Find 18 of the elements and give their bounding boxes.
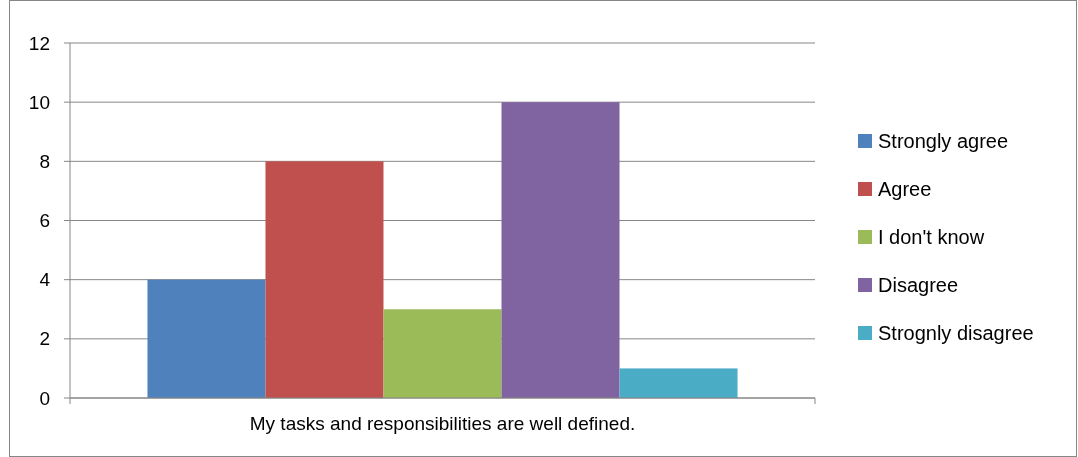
bar — [501, 102, 620, 398]
y-tick-label: 8 — [39, 150, 50, 172]
y-tick-label: 4 — [39, 269, 51, 291]
y-tick-label: 12 — [28, 32, 50, 54]
bar — [619, 368, 738, 398]
legend-label: Strognly disagree — [878, 322, 1034, 344]
legend-label: Disagree — [878, 274, 959, 296]
legend-label: I don't know — [878, 226, 985, 248]
y-tick-label: 6 — [39, 210, 50, 232]
bar — [383, 309, 502, 398]
legend-label: Agree — [878, 178, 932, 200]
y-tick-label: 0 — [39, 387, 50, 409]
legend-label: Strongly agree — [878, 130, 1009, 152]
y-tick-label: 2 — [39, 328, 50, 350]
bar — [147, 279, 266, 398]
x-tick-label: My tasks and responsibilities are well defined. — [249, 413, 636, 434]
y-tick-label: 10 — [28, 91, 50, 113]
bar — [265, 161, 384, 398]
